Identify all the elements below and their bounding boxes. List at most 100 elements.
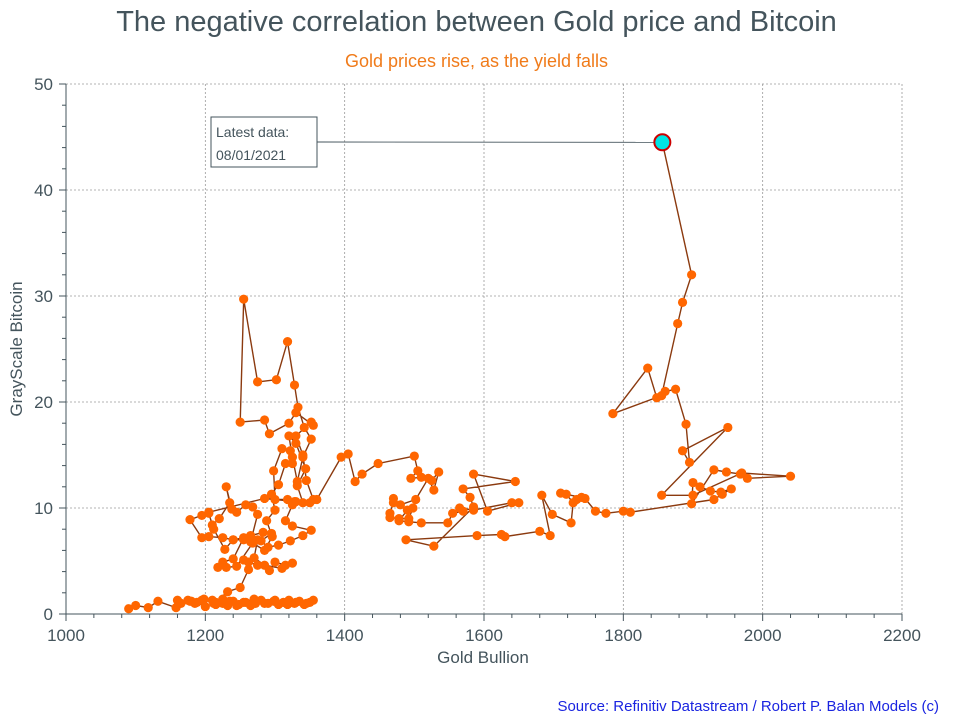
data-point (673, 318, 683, 329)
data-point (716, 487, 726, 497)
annotation-text: 08/01/2021 (216, 147, 286, 163)
data-point (259, 415, 270, 425)
grid-lines (66, 83, 903, 614)
data-point (556, 488, 566, 498)
y-axis-title: GrayScale Bitcoin (7, 281, 26, 416)
data-point (221, 482, 231, 492)
data-point (737, 468, 747, 478)
data-point (241, 500, 251, 510)
data-point (299, 422, 309, 433)
data-point (395, 500, 405, 510)
data-point (249, 594, 259, 604)
data-point (785, 471, 796, 481)
data-point (223, 587, 233, 597)
data-point (221, 562, 231, 572)
data-point (684, 457, 695, 468)
data-point (262, 516, 272, 526)
data-point (252, 377, 263, 387)
data-point (670, 384, 681, 394)
data-point (232, 561, 242, 571)
x-tick-label: 1000 (47, 626, 85, 645)
data-point (458, 484, 468, 494)
data-point (280, 516, 291, 526)
data-point (284, 418, 294, 428)
data-point (197, 510, 207, 521)
data-point (687, 270, 697, 280)
data-point (287, 521, 298, 531)
data-point (312, 494, 322, 505)
data-point (677, 446, 688, 456)
data-point (301, 464, 311, 474)
latest-data-point (653, 133, 672, 152)
data-point (284, 431, 294, 441)
data-point (409, 451, 419, 461)
data-point (580, 493, 590, 504)
data-point (308, 595, 318, 605)
data-point (214, 514, 224, 524)
data-point (291, 438, 301, 448)
data-point (209, 524, 219, 534)
data-point (514, 498, 524, 508)
data-point (282, 599, 293, 610)
data-point (258, 527, 268, 537)
data-point (235, 417, 245, 427)
data-point (618, 506, 628, 516)
data-point (507, 498, 517, 508)
data-point (239, 294, 249, 304)
data-point (131, 600, 141, 611)
data-point (429, 541, 439, 551)
data-point (287, 458, 298, 469)
data-point (246, 530, 256, 541)
source-credit: Source: Refinitiv Datastream / Robert P.… (557, 698, 939, 715)
data-point (423, 473, 433, 483)
data-point (472, 530, 482, 541)
data-point (225, 498, 235, 508)
y-tick-label: 50 (34, 75, 53, 94)
data-point (243, 564, 254, 575)
data-point (291, 497, 301, 507)
data-point (289, 380, 300, 390)
data-point (601, 508, 611, 518)
data-point (350, 476, 360, 487)
data-point (388, 498, 399, 508)
data-point (266, 528, 277, 539)
data-point (306, 417, 316, 427)
data-point (291, 431, 301, 441)
data-point (143, 603, 153, 613)
data-point (357, 469, 367, 479)
data-point (677, 297, 688, 307)
data-point (204, 532, 214, 542)
x-tick-label: 1200 (186, 626, 224, 645)
data-point (235, 582, 245, 593)
data-point (336, 452, 346, 462)
data-point (373, 458, 383, 469)
data-point (681, 419, 691, 429)
data-point (259, 493, 270, 504)
data-point (404, 517, 414, 527)
data-point (153, 596, 163, 606)
data-point (277, 563, 287, 574)
data-point (277, 444, 287, 454)
data-point (239, 597, 249, 607)
data-point (248, 538, 258, 548)
data-point (468, 502, 479, 512)
data-point (287, 558, 298, 568)
data-point (259, 598, 270, 609)
annotation-text: Latest data: (216, 124, 289, 140)
data-point (688, 477, 698, 488)
data-point (572, 494, 582, 505)
data-point (510, 476, 520, 487)
data-point (301, 475, 311, 486)
data-point (248, 502, 258, 512)
data-point (252, 560, 263, 570)
data-point (298, 530, 308, 541)
data-point (687, 499, 697, 509)
x-tick-label: 2200 (883, 626, 921, 645)
data-point (443, 518, 453, 528)
data-point (500, 532, 510, 542)
x-tick-label: 1600 (465, 626, 503, 645)
data-point (343, 449, 353, 459)
data-point (590, 506, 601, 516)
data-point (545, 530, 555, 541)
data-point (185, 515, 195, 525)
